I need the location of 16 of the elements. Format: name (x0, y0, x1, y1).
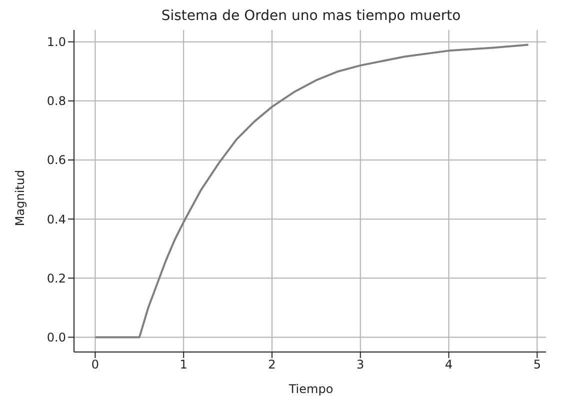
x-axis-title: Tiempo (288, 382, 334, 396)
x-tick-label: 5 (533, 358, 541, 372)
x-tick-label: 3 (356, 358, 364, 372)
line-series (94, 44, 530, 338)
y-tick-label: 0.4 (46, 212, 66, 226)
y-tick-label: 1.0 (46, 35, 66, 50)
x-tick-label: 1 (180, 358, 188, 372)
y-axis-title: Magnitud (13, 170, 27, 226)
y-tick-label: 0.8 (46, 94, 66, 108)
y-tick-label: 0.2 (46, 271, 66, 286)
y-tick-label: 0.6 (46, 153, 66, 168)
chart-title: Sistema de Orden uno mas tiempo muerto (160, 8, 462, 24)
y-tick-label: 0.0 (46, 330, 66, 344)
x-tick-label: 4 (444, 358, 453, 372)
x-tick-label: 2 (268, 358, 276, 372)
x-tick-label: 0 (91, 358, 100, 372)
